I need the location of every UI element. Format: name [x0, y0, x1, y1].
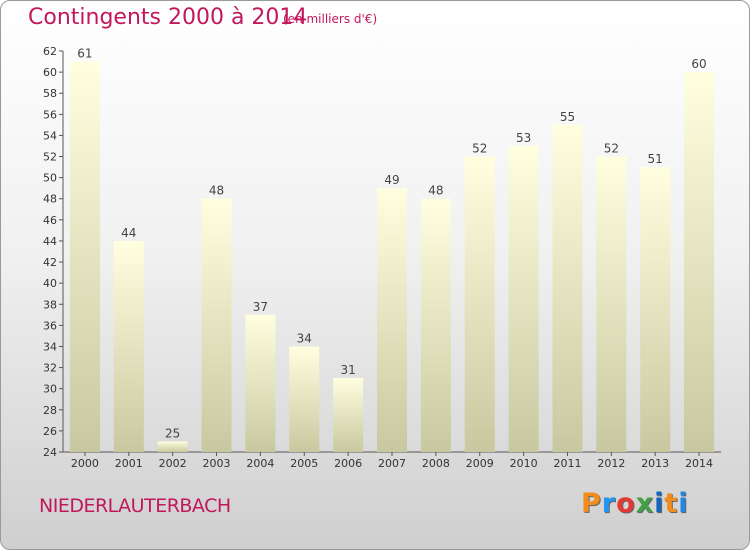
- y-tick-label: 50: [43, 172, 57, 185]
- logo-letter: i: [654, 488, 665, 519]
- x-tick-label: 2003: [203, 457, 231, 470]
- data-label: 44: [121, 226, 136, 240]
- chart-title: Contingents 2000 à 2014: [28, 5, 308, 30]
- logo-letter: P: [581, 488, 602, 519]
- chart-subtitle: (en milliers d'€): [283, 12, 378, 26]
- y-tick-label: 62: [43, 45, 57, 58]
- x-tick-label: 2012: [597, 457, 625, 470]
- data-label: 53: [516, 131, 531, 145]
- bar: [113, 240, 144, 452]
- bar: [464, 156, 495, 453]
- x-tick-label: 2010: [510, 457, 538, 470]
- y-tick-label: 28: [43, 404, 57, 417]
- data-label: 60: [691, 57, 706, 71]
- data-label: 34: [297, 331, 312, 345]
- y-tick-label: 56: [43, 108, 57, 121]
- data-label: 51: [648, 152, 663, 166]
- bar: [377, 188, 407, 452]
- logo-letter: o: [616, 488, 636, 519]
- x-tick-label: 2009: [466, 457, 494, 470]
- data-label: 49: [384, 173, 399, 187]
- bar: [552, 124, 583, 453]
- x-tick-label: 2011: [553, 457, 581, 470]
- bar: [245, 314, 276, 452]
- y-tick-label: 58: [43, 87, 57, 100]
- labels: 2000 61 2001 44 2002 25 2003 48 2004 37 2005 34 2006…: [71, 47, 713, 470]
- x-tick-label: 2004: [246, 457, 274, 470]
- y-tick-label: 48: [43, 193, 57, 206]
- data-label: 25: [165, 426, 180, 440]
- x-tick-label: 2013: [641, 457, 669, 470]
- y-tick-label: 46: [43, 214, 57, 227]
- bar: [420, 198, 451, 452]
- data-label: 52: [472, 142, 487, 156]
- y-tick-label: 32: [43, 362, 57, 375]
- y-tick-label: 40: [43, 277, 57, 290]
- bar: [333, 378, 364, 452]
- data-label: 55: [560, 110, 575, 124]
- bar: [157, 441, 188, 452]
- bar: [684, 72, 715, 453]
- y-tick-label: 36: [43, 319, 57, 332]
- y-tick-label: 24: [43, 446, 57, 459]
- data-label: 31: [340, 363, 355, 377]
- bar: [640, 167, 671, 452]
- y-tick-label: 26: [43, 425, 57, 438]
- y-tick-label: 42: [43, 256, 57, 269]
- axes: 24 26 28 30 32 34 36 38 40 42 44 46 48 50 52 54 56 58 60 62: [43, 45, 721, 459]
- y-tick-label: 54: [43, 129, 57, 142]
- logo-letter: i: [678, 488, 689, 519]
- data-label: 52: [604, 142, 619, 156]
- x-tick-label: 2002: [159, 457, 187, 470]
- logo-letter: t: [664, 488, 679, 519]
- bar: [201, 198, 232, 452]
- data-label: 37: [253, 300, 268, 314]
- x-tick-label: 2001: [115, 457, 143, 470]
- logo-letter: r: [601, 488, 617, 519]
- x-tick-label: 2014: [685, 457, 713, 470]
- bar: [69, 61, 100, 452]
- y-tick-label: 30: [43, 383, 57, 396]
- x-tick-label: 2005: [290, 457, 318, 470]
- y-tick-label: 34: [43, 340, 57, 353]
- bar: [508, 145, 539, 452]
- data-label: 48: [428, 184, 443, 198]
- city-name: NIEDERLAUTERBACH: [39, 495, 231, 517]
- data-label: 61: [77, 47, 92, 61]
- bars: [69, 61, 715, 453]
- proxiti-logo: Proxiti: [581, 488, 689, 519]
- data-label: 48: [209, 184, 224, 198]
- x-tick-label: 2006: [334, 457, 362, 470]
- x-tick-label: 2007: [378, 457, 406, 470]
- y-tick-label: 38: [43, 298, 57, 311]
- x-tick-label: 2008: [422, 457, 450, 470]
- logo-letter: x: [635, 488, 655, 519]
- bar: [289, 346, 320, 452]
- bar: [596, 156, 627, 453]
- y-tick-label: 44: [43, 235, 57, 248]
- y-tick-label: 52: [43, 151, 57, 164]
- y-tick-label: 60: [43, 66, 57, 79]
- x-tick-label: 2000: [71, 457, 99, 470]
